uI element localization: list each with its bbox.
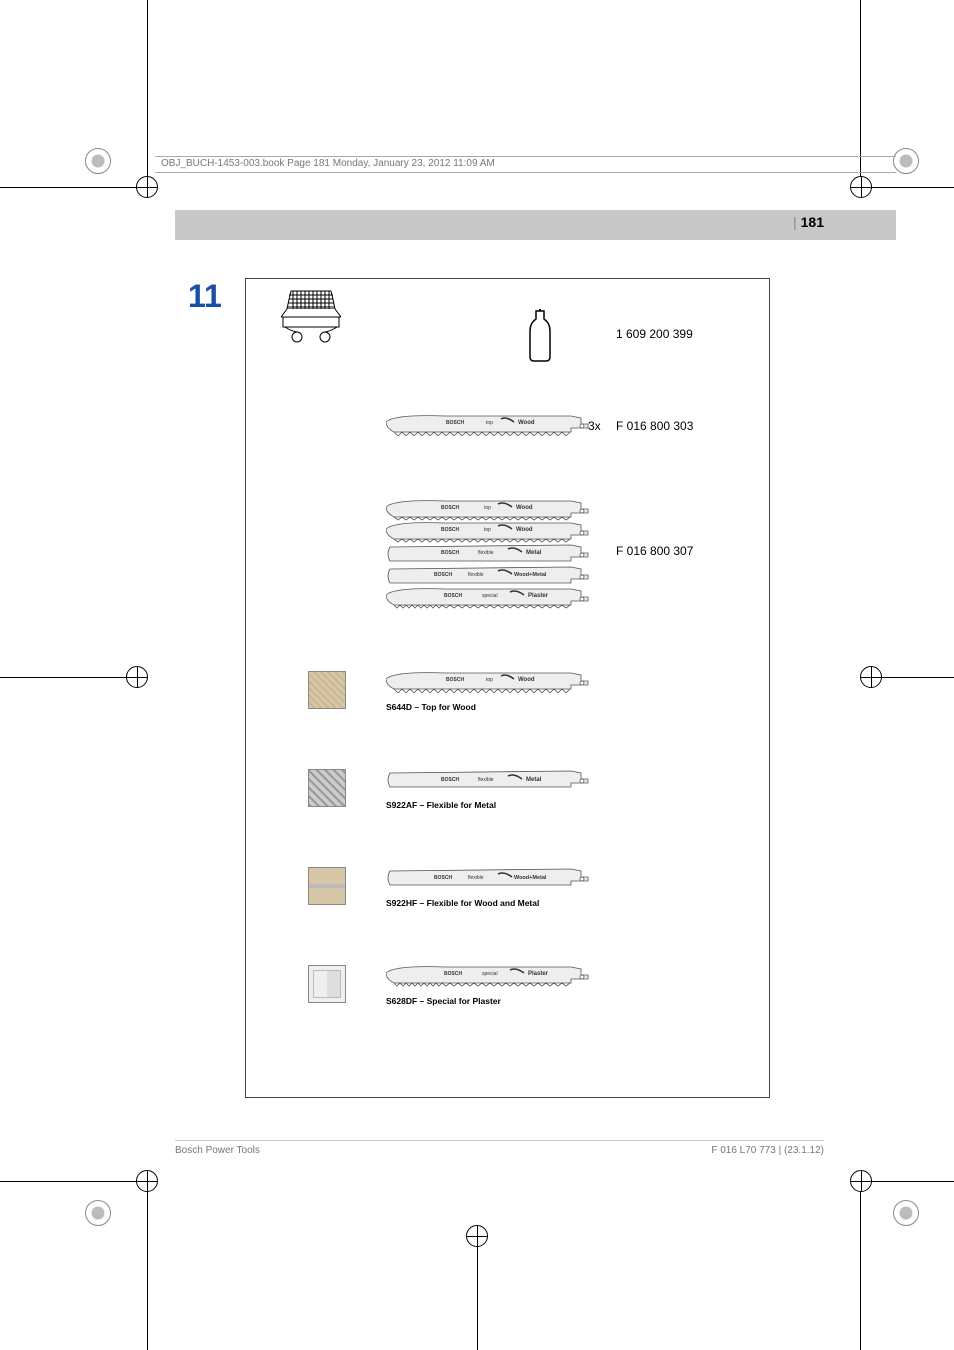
- header-path: OBJ_BUCH-1453-003.book Page 181 Monday, …: [155, 158, 896, 169]
- trim-line: [477, 1247, 478, 1350]
- trim-line: [882, 677, 954, 678]
- trim-line: [147, 1192, 148, 1350]
- swatch-metal: [308, 769, 346, 807]
- svg-text:BOSCH: BOSCH: [446, 420, 464, 426]
- footer-left: Bosch Power Tools: [175, 1145, 260, 1156]
- footer-right: F 016 L70 773 | (23.1.12): [711, 1145, 824, 1156]
- svg-text:special: special: [482, 593, 498, 599]
- crosshair-mark: [126, 666, 148, 688]
- part-number: F 016 800 307: [616, 544, 693, 558]
- svg-text:BOSCH: BOSCH: [434, 875, 452, 881]
- blade-plaster: BOSCH special Plaster S628DF – Special f…: [386, 965, 596, 1006]
- svg-text:flexible: flexible: [478, 777, 494, 783]
- svg-text:Wood: Wood: [518, 677, 535, 683]
- crosshair-mark: [850, 176, 872, 198]
- footer-rule: [175, 1140, 824, 1141]
- svg-text:special: special: [482, 971, 498, 977]
- quantity-label: 3x: [588, 419, 601, 433]
- svg-text:Plaster: Plaster: [528, 593, 549, 599]
- svg-text:BOSCH: BOSCH: [441, 505, 459, 511]
- crosshair-mark: [466, 1225, 488, 1247]
- svg-text:Metal: Metal: [526, 550, 542, 556]
- blade-single: BOSCH top Wood: [386, 414, 596, 441]
- svg-text:BOSCH: BOSCH: [441, 527, 459, 533]
- page-number: |181: [793, 214, 824, 230]
- svg-text:BOSCH: BOSCH: [446, 677, 464, 683]
- registration-mark: [893, 1200, 919, 1226]
- svg-text:top: top: [484, 505, 491, 511]
- svg-text:flexible: flexible: [468, 572, 484, 578]
- blade-label: S922HF – Flexible for Wood and Metal: [386, 898, 596, 908]
- blade-label: S628DF – Special for Plaster: [386, 996, 596, 1006]
- svg-text:top: top: [486, 677, 493, 683]
- handle-icon: [281, 289, 341, 349]
- crosshair-mark: [136, 1170, 158, 1192]
- svg-text:Wood+Metal: Wood+Metal: [514, 875, 547, 881]
- diagram-panel: 1 609 200 399 BOSCH top Wood 3x F 016 80…: [245, 278, 770, 1098]
- svg-text:flexible: flexible: [478, 550, 494, 556]
- svg-text:Wood+Metal: Wood+Metal: [514, 572, 547, 578]
- registration-mark: [893, 148, 919, 174]
- swatch-wood: [308, 671, 346, 709]
- svg-text:Plaster: Plaster: [528, 971, 549, 977]
- blade-set: BOSCH top Wood BOSCH top Wood: [386, 499, 596, 614]
- trim-line: [872, 187, 954, 188]
- svg-text:Wood: Wood: [518, 420, 535, 426]
- blade-metal: BOSCH flexible Metal S922AF – Flexible f…: [386, 769, 596, 810]
- svg-text:flexible: flexible: [468, 875, 484, 881]
- header-path-text: OBJ_BUCH-1453-003.book Page 181 Monday, …: [155, 158, 501, 169]
- trim-line: [860, 1192, 861, 1350]
- svg-text:BOSCH: BOSCH: [441, 550, 459, 556]
- part-number: 1 609 200 399: [616, 327, 693, 341]
- svg-text:top: top: [486, 420, 493, 426]
- part-number: F 016 800 303: [616, 419, 693, 433]
- svg-text:BOSCH: BOSCH: [444, 593, 462, 599]
- trim-line: [147, 0, 148, 176]
- crosshair-mark: [850, 1170, 872, 1192]
- blade-wood: BOSCH top Wood S644D – Top for Wood: [386, 671, 596, 712]
- swatch-wood-metal: [308, 867, 346, 905]
- crosshair-mark: [860, 666, 882, 688]
- registration-mark: [85, 148, 111, 174]
- blade-wood-metal: BOSCH flexible Wood+Metal S922HF – Flexi…: [386, 867, 596, 908]
- crosshair-mark: [136, 176, 158, 198]
- svg-text:BOSCH: BOSCH: [434, 572, 452, 578]
- page-header-bar: [175, 210, 896, 240]
- trim-line: [860, 0, 861, 176]
- blade-label: S644D – Top for Wood: [386, 702, 596, 712]
- blade-label: S922AF – Flexible for Metal: [386, 800, 596, 810]
- registration-mark: [85, 1200, 111, 1226]
- page-number-value: 181: [801, 214, 824, 230]
- svg-text:Metal: Metal: [526, 777, 542, 783]
- svg-text:BOSCH: BOSCH: [444, 971, 462, 977]
- section-number: 11: [188, 278, 222, 315]
- trim-line: [0, 1181, 136, 1182]
- svg-text:BOSCH: BOSCH: [441, 777, 459, 783]
- swatch-plaster: [308, 965, 346, 1003]
- svg-text:Wood: Wood: [516, 505, 533, 511]
- svg-text:top: top: [484, 527, 491, 533]
- page-number-prefix: |: [793, 214, 797, 230]
- svg-text:Wood: Wood: [516, 527, 533, 533]
- trim-line: [872, 1181, 954, 1182]
- oil-bottle-icon: [526, 309, 554, 368]
- trim-line: [0, 677, 126, 678]
- trim-line: [0, 187, 136, 188]
